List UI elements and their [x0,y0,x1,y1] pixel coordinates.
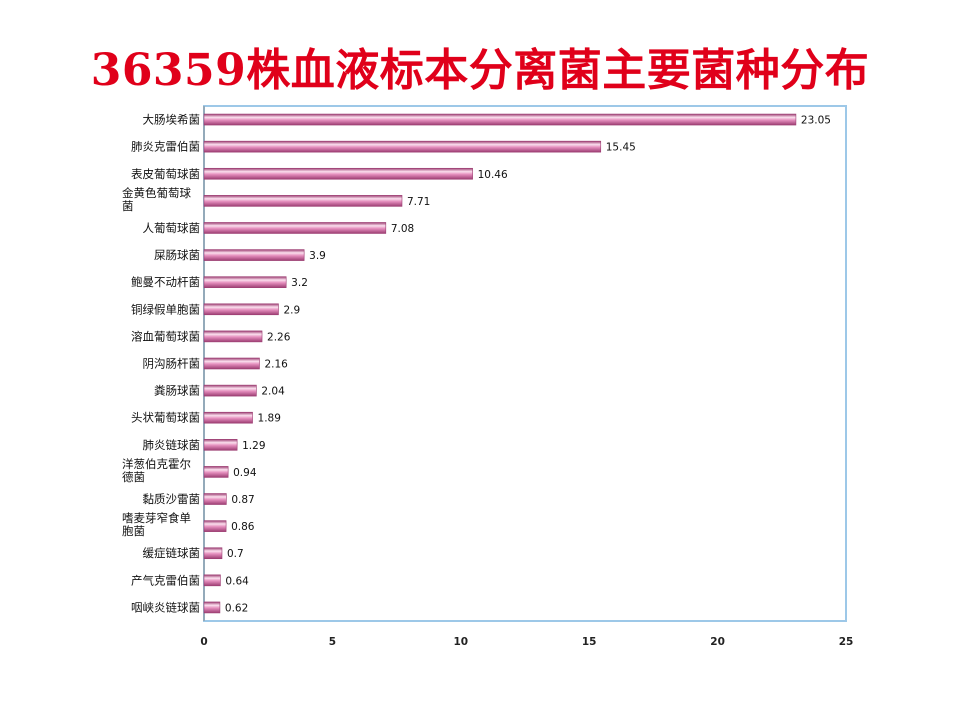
category-label: 大肠埃希菌 [143,113,201,127]
category-label: 缓症链球菌 [143,546,201,560]
x-tick-label: 5 [329,636,336,648]
data-label: 7.08 [391,223,414,235]
x-tick-label: 10 [453,636,468,648]
data-label: 3.2 [291,277,308,289]
data-label: 23.05 [801,115,831,127]
bar [203,547,223,560]
data-label: 1.29 [242,440,265,452]
bar [203,493,227,505]
data-label: 2.16 [264,359,288,371]
data-label: 2.9 [283,304,300,316]
category-label: 屎肠球菌 [154,248,200,262]
data-label: 1.89 [258,413,281,425]
data-label: 2.26 [267,331,291,343]
data-label: 3.9 [309,250,326,262]
category-label: 溶血葡萄球菌 [131,329,200,343]
bar [203,574,221,587]
data-label: 0.7 [227,548,244,560]
data-label: 15.45 [606,142,636,154]
category-label: 肺炎链球菌 [143,438,201,452]
category-label: 咽峡炎链球菌 [131,600,200,614]
category-label: 阴沟肠杆菌 [143,357,201,371]
data-label: 7.71 [407,196,430,208]
category-label: 粪肠球菌 [154,384,200,398]
data-label: 2.04 [261,386,285,398]
bar [203,276,287,288]
bar [203,140,602,153]
bar [203,195,403,207]
category-label: 洋葱伯克霍尔德菌 [122,457,191,484]
bar [203,439,238,451]
bar [203,303,279,316]
category-label: 产气克雷伯菌 [131,573,200,587]
bar [203,520,227,532]
category-label: 表皮葡萄球菌 [131,167,200,181]
data-label: 0.64 [225,575,249,587]
bar [203,357,260,370]
bar [203,222,387,234]
bar [203,167,473,180]
data-label: 0.94 [233,467,257,479]
data-label: 10.46 [478,169,508,181]
bar [203,601,221,614]
data-label: 0.62 [225,602,248,614]
category-label: 肺炎克雷伯菌 [131,140,200,154]
x-tick-label: 0 [200,636,207,648]
data-label: 0.87 [231,494,254,506]
bar [203,466,229,478]
x-tick-label: 25 [839,636,854,648]
x-tick-label: 15 [582,636,597,648]
category-label: 嗜麦芽窄食单胞菌 [122,511,191,538]
bar [203,249,305,261]
bar [203,330,263,343]
bar [203,113,797,126]
category-label: 铜绿假单胞菌 [131,302,200,316]
bar [203,411,253,424]
category-label: 头状葡萄球菌 [131,411,200,425]
plot-area-border [203,105,847,622]
category-label: 金黄色葡萄球菌 [122,186,191,213]
slide-title: 36359株血液标本分离菌主要菌种分布 [90,45,870,96]
x-tick-label: 20 [710,636,725,648]
category-label: 人葡萄球菌 [143,221,201,235]
data-label: 0.86 [231,521,255,533]
category-label: 鲍曼不动杆菌 [131,275,200,289]
bar [203,384,257,397]
category-label: 黏质沙雷菌 [143,492,201,506]
